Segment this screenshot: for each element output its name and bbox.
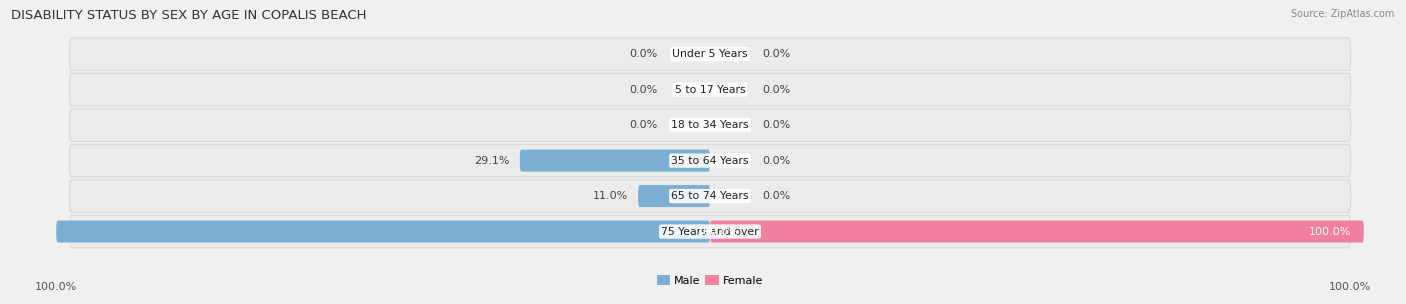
Text: 0.0%: 0.0% [630,120,658,130]
FancyBboxPatch shape [69,38,1351,71]
Text: 100.0%: 100.0% [35,282,77,292]
Text: 35 to 64 Years: 35 to 64 Years [671,156,749,166]
FancyBboxPatch shape [520,150,710,171]
Text: 75 Years and over: 75 Years and over [661,226,759,237]
Text: 0.0%: 0.0% [630,49,658,59]
Text: 100.0%: 100.0% [1309,226,1351,237]
FancyBboxPatch shape [69,144,1351,177]
Text: 5 to 17 Years: 5 to 17 Years [675,85,745,95]
Text: Under 5 Years: Under 5 Years [672,49,748,59]
Text: 100.0%: 100.0% [697,226,740,237]
FancyBboxPatch shape [69,180,1351,212]
Text: Source: ZipAtlas.com: Source: ZipAtlas.com [1291,9,1395,19]
Text: 18 to 34 Years: 18 to 34 Years [671,120,749,130]
Text: 11.0%: 11.0% [593,191,628,201]
Text: 0.0%: 0.0% [762,191,790,201]
FancyBboxPatch shape [56,221,710,243]
FancyBboxPatch shape [69,109,1351,141]
FancyBboxPatch shape [710,221,1364,243]
Text: 65 to 74 Years: 65 to 74 Years [671,191,749,201]
Text: DISABILITY STATUS BY SEX BY AGE IN COPALIS BEACH: DISABILITY STATUS BY SEX BY AGE IN COPAL… [11,9,367,22]
Legend: Male, Female: Male, Female [652,271,768,291]
FancyBboxPatch shape [69,215,1351,248]
FancyBboxPatch shape [638,185,710,207]
Text: 0.0%: 0.0% [762,156,790,166]
Text: 100.0%: 100.0% [1329,282,1371,292]
Text: 0.0%: 0.0% [762,49,790,59]
Text: 0.0%: 0.0% [762,120,790,130]
Text: 29.1%: 29.1% [474,156,510,166]
Text: 0.0%: 0.0% [762,85,790,95]
Text: 0.0%: 0.0% [630,85,658,95]
FancyBboxPatch shape [69,73,1351,106]
